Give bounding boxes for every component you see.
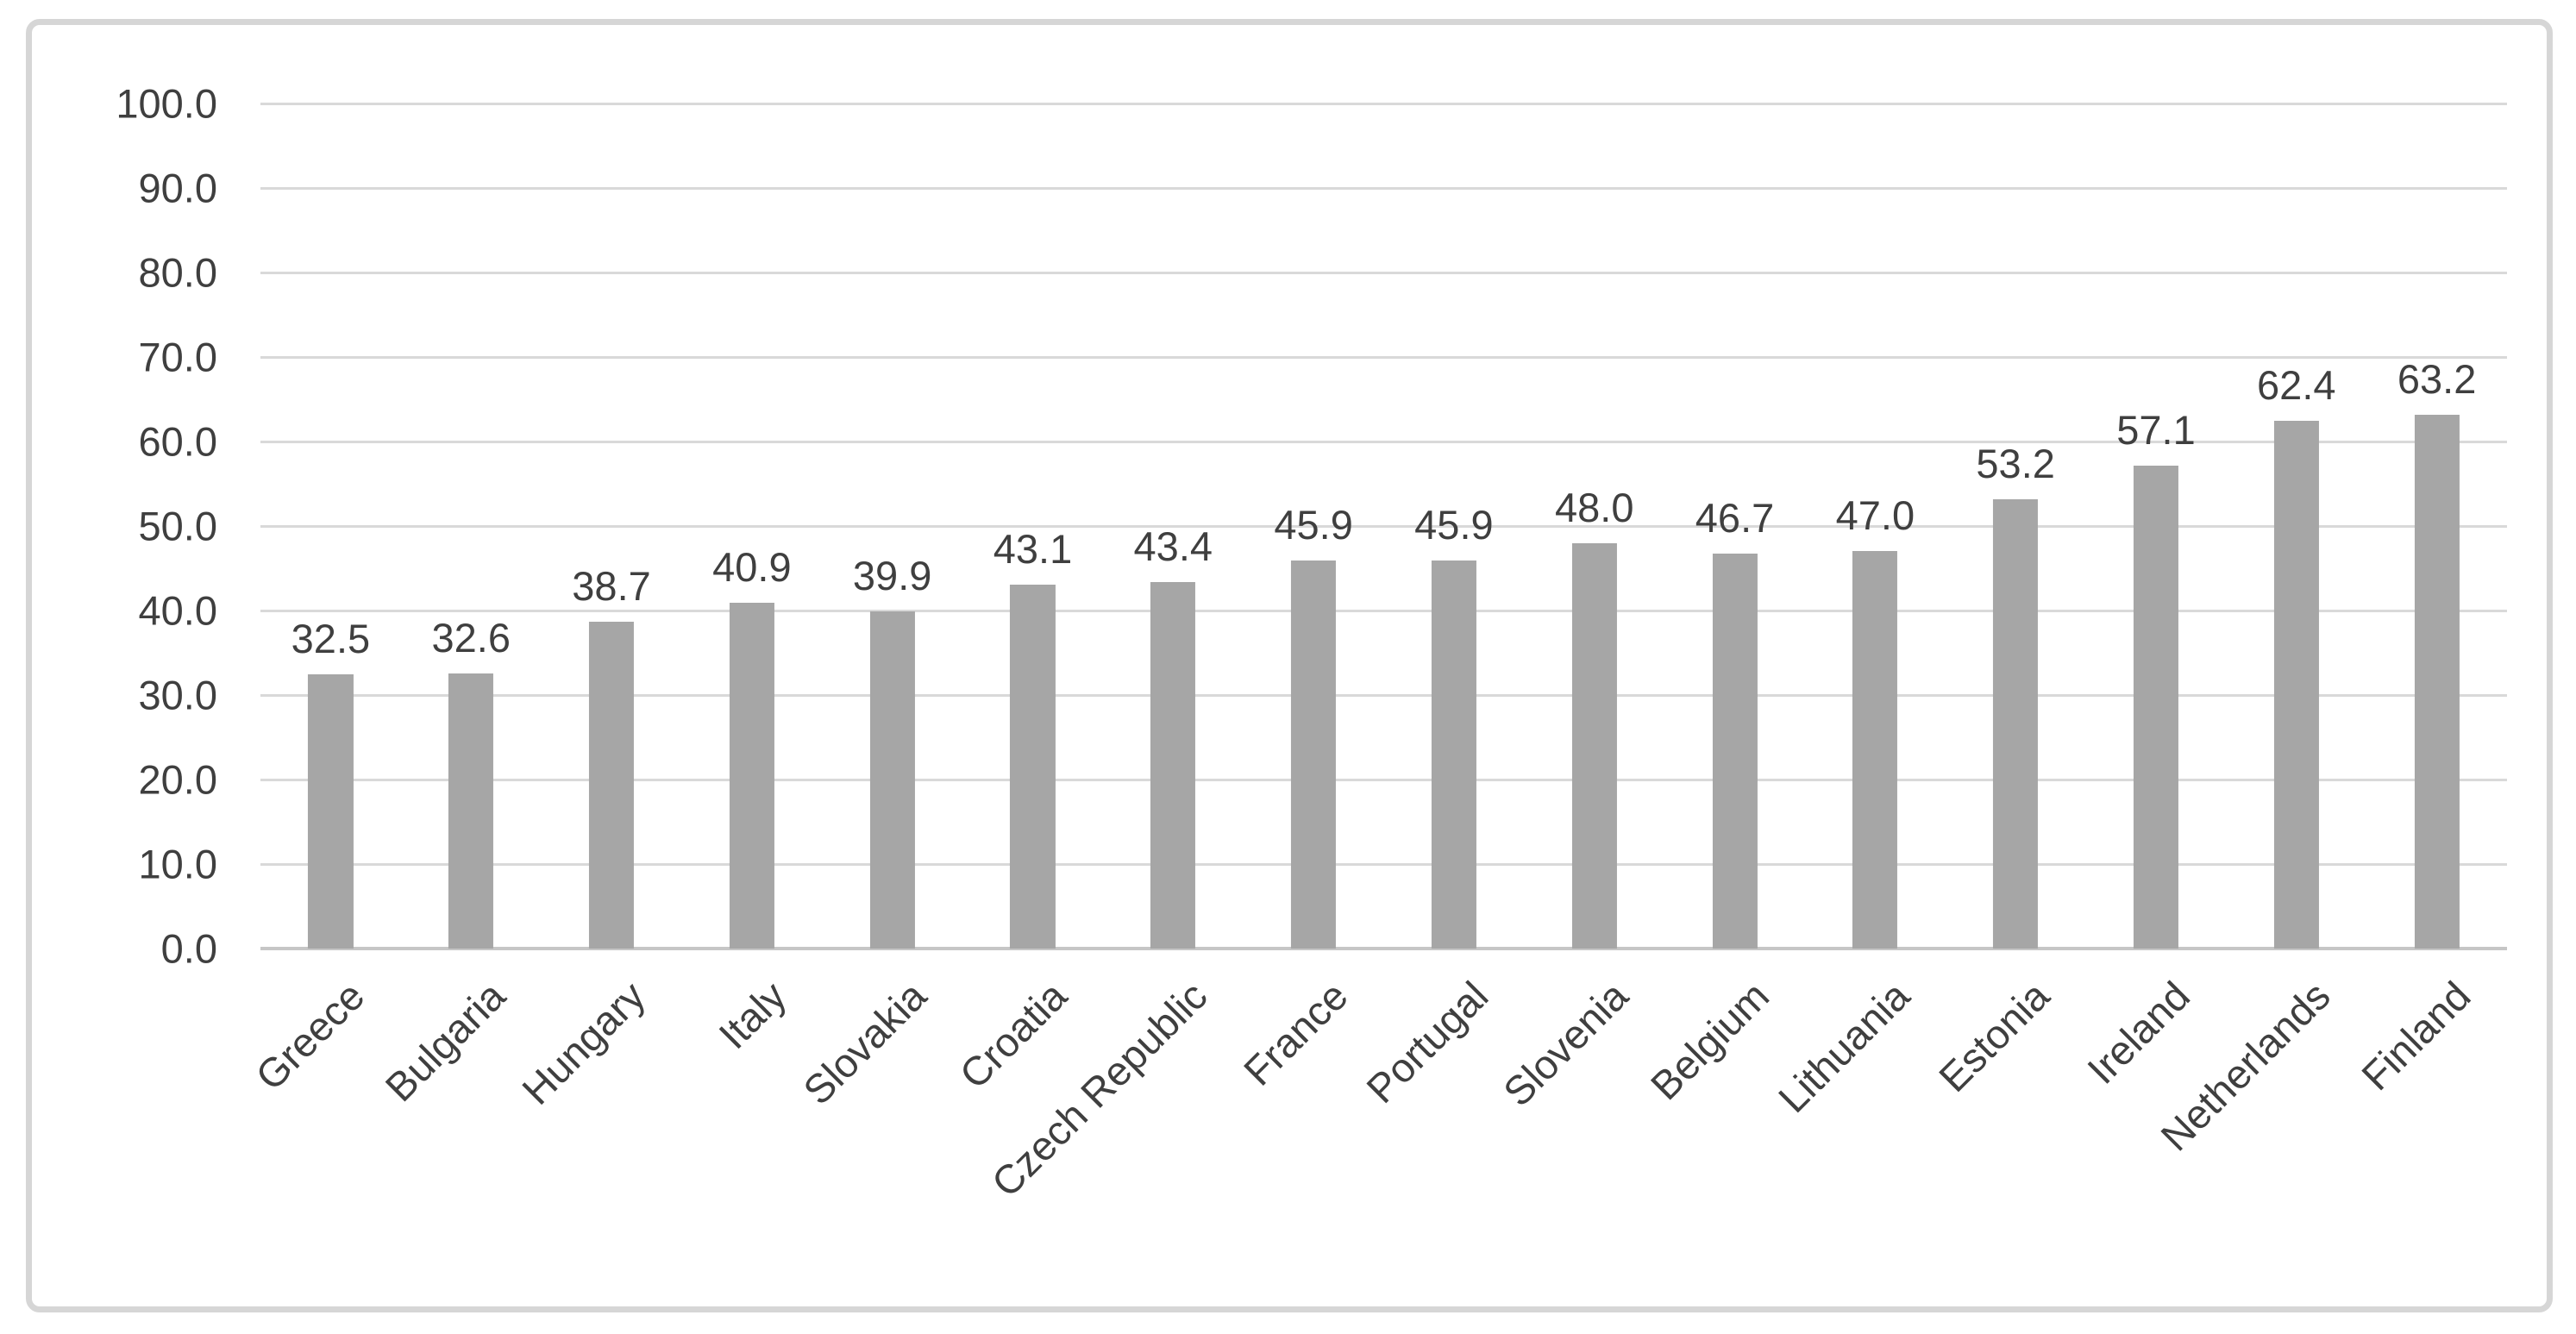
bar-slot-bulgaria: 32.6 Bulgaria [376, 103, 542, 1111]
data-label-estonia: 53.2 [1976, 440, 2055, 486]
gridline-100 [260, 103, 2507, 105]
gridline-10 [260, 863, 2507, 866]
bar-slot-france: 45.9 France [1235, 103, 1384, 1094]
bar-lithuania [1852, 551, 1898, 949]
bar-slot-italy: 40.9 Italy [681, 103, 822, 1057]
bar-slot-estonia: 53.2 Estonia [1930, 103, 2086, 1101]
gridline-90 [260, 187, 2507, 190]
bar-hungary [588, 621, 635, 949]
gridline-30 [260, 694, 2507, 697]
y-tick-label-70.0: 70.0 [138, 334, 217, 380]
y-tick-label-30.0: 30.0 [138, 672, 217, 718]
gridline-60 [260, 441, 2507, 443]
data-label-bulgaria: 32.6 [431, 614, 511, 661]
y-tick-label-100.0: 100.0 [116, 80, 217, 127]
data-label-slovakia: 39.9 [852, 552, 932, 598]
category-label-slovakia: Slovakia [793, 972, 936, 1113]
data-label-lithuania: 47.0 [1835, 492, 1915, 539]
bar-bulgaria [448, 673, 494, 949]
category-label-italy: Italy [709, 972, 795, 1058]
bar-france [1291, 561, 1337, 949]
y-axis: 0.0 10.0 20.0 30.0 40.0 50.0 60.0 70.0 80.0 90.0 1… [49, 84, 217, 969]
y-tick-label-90.0: 90.0 [138, 165, 217, 211]
data-label-belgium: 46.7 [1695, 495, 1775, 542]
category-label-france: France [1234, 972, 1357, 1094]
data-label-hungary: 38.7 [572, 562, 651, 609]
data-label-czech-republic: 43.4 [1133, 523, 1213, 569]
y-tick-label-0.0: 0.0 [160, 925, 217, 972]
y-tick-label-40.0: 40.0 [138, 587, 217, 634]
bar-slot-greece: 32.5 Greece [247, 103, 401, 1099]
bar-portugal [1431, 561, 1476, 949]
category-label-estonia: Estonia [1930, 972, 2059, 1101]
bar-croatia [1010, 584, 1056, 949]
bar-series: 32.5 Greece 32.6 Bulgaria 38.7 Hungary 40.9 Ita… [247, 103, 2507, 1206]
bar-slovenia [1571, 542, 1617, 949]
data-label-ireland: 57.1 [2116, 407, 2196, 454]
data-label-greece: 32.5 [291, 615, 371, 661]
bar-ireland [2133, 466, 2179, 949]
gridline-40 [260, 610, 2507, 612]
bar-netherlands [2273, 421, 2319, 949]
category-label-bulgaria: Bulgaria [376, 972, 514, 1111]
bar-slot-croatia: 43.1 Croatia [950, 103, 1103, 1098]
category-label-greece: Greece [247, 972, 373, 1099]
bar-slot-netherlands: 62.4 Netherlands [2152, 103, 2366, 1159]
data-label-finland: 63.2 [2397, 355, 2477, 402]
category-label-croatia: Croatia [950, 972, 1075, 1098]
plot-area: 32.5 Greece 32.6 Bulgaria 38.7 Hungary 40.9 Ita… [247, 103, 2507, 1206]
bar-slot-hungary: 38.7 Hungary [513, 103, 682, 1113]
category-label-belgium: Belgium [1641, 972, 1777, 1109]
data-label-italy: 40.9 [712, 544, 792, 591]
x-axis-line [260, 947, 2507, 950]
bar-slot-belgium: 46.7 Belgium [1641, 103, 1805, 1108]
bar-belgium [1712, 554, 1758, 949]
y-tick-label-10.0: 10.0 [138, 841, 217, 887]
data-label-slovenia: 48.0 [1554, 484, 1634, 530]
bar-estonia [1993, 498, 2039, 949]
bar-slot-ireland: 57.1 Ireland [2078, 103, 2227, 1093]
y-tick-label-60.0: 60.0 [138, 418, 217, 465]
category-label-slovenia: Slovenia [1495, 972, 1638, 1115]
bar-slot-czech-republic: 43.4 Czech Republic [982, 103, 1244, 1206]
bar-slot-lithuania: 47.0 Lithuania [1769, 103, 1946, 1121]
data-label-croatia: 43.1 [993, 525, 1073, 572]
y-tick-label-80.0: 80.0 [138, 249, 217, 296]
category-label-portugal: Portugal [1357, 972, 1497, 1112]
gridline-80 [260, 272, 2507, 274]
gridline-50 [260, 525, 2507, 528]
chart-frame: 0.0 10.0 20.0 30.0 40.0 50.0 60.0 70.0 80.0 90.0 1… [26, 19, 2553, 1312]
y-tick-label-50.0: 50.0 [138, 503, 217, 549]
bar-italy [729, 603, 774, 949]
bar-czech-republic [1150, 581, 1196, 949]
category-label-lithuania: Lithuania [1769, 972, 1918, 1122]
category-label-hungary: Hungary [513, 972, 655, 1113]
data-label-netherlands: 62.4 [2257, 362, 2336, 409]
gridline-70 [260, 356, 2507, 359]
bar-finland [2414, 414, 2460, 949]
data-label-portugal: 45.9 [1414, 502, 1494, 548]
bar-slot-slovenia: 48.0 Slovenia [1495, 103, 1664, 1115]
category-label-finland: Finland [2353, 972, 2479, 1099]
bar-greece [308, 673, 354, 949]
bar-slovakia [869, 611, 915, 949]
bar-slot-slovakia: 39.9 Slovakia [794, 103, 962, 1113]
bar-slot-portugal: 45.9 Portugal [1357, 103, 1525, 1112]
gridline-20 [260, 779, 2507, 781]
data-label-france: 45.9 [1274, 502, 1353, 548]
bar-slot-finland: 63.2 Finland [2353, 103, 2507, 1099]
category-label-ireland: Ireland [2078, 972, 2199, 1093]
y-tick-label-20.0: 20.0 [138, 756, 217, 803]
